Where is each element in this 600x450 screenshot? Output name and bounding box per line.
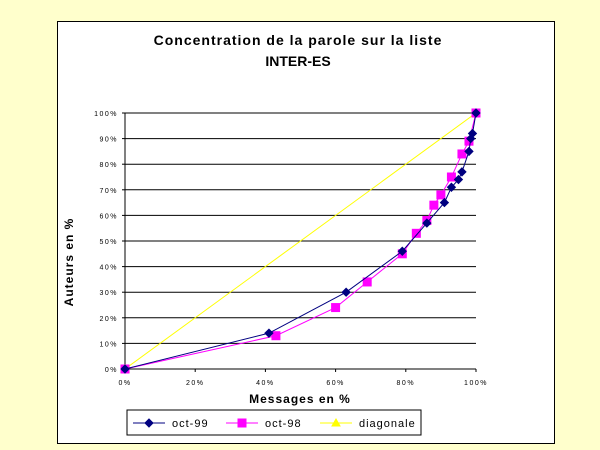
data-point-oct-98 (362, 277, 372, 287)
legend: oct-99 oct-98 diagonale (126, 409, 422, 436)
data-point-oct-99 (341, 287, 351, 297)
data-point-oct-99 (467, 128, 478, 139)
y-tick-label: 90% (99, 137, 118, 144)
data-point-oct-99 (457, 167, 467, 177)
data-point-oct-98 (446, 172, 456, 182)
x-tick-label: 20% (186, 380, 205, 387)
data-point-oct-99 (446, 182, 457, 192)
legend-label-oct-98: oct-98 (265, 418, 302, 430)
chart-area: Concentration de la parole sur la liste … (57, 21, 555, 444)
data-point-oct-99 (120, 364, 130, 374)
data-point-oct-99 (471, 108, 481, 118)
data-point-oct-98 (271, 331, 281, 341)
chart-subtitle: INTER-ES (265, 53, 330, 69)
data-point-oct-98 (457, 149, 467, 159)
x-tick-label: 60% (326, 380, 345, 387)
x-tick-label: 0% (118, 380, 131, 387)
data-point-oct-98 (411, 228, 421, 238)
y-axis-label: Auteurs en % (62, 218, 76, 307)
x-axis-label: Messages en % (249, 392, 351, 406)
y-tick-label: 30% (99, 290, 118, 297)
y-tick-label: 10% (99, 341, 118, 348)
chart-svg: Concentration de la parole sur la liste … (62, 32, 488, 436)
data-point-oct-99 (439, 197, 450, 208)
y-tick-label: 50% (99, 239, 118, 246)
y-tick-label: 20% (99, 316, 118, 323)
y-tick-labels: 0% 10% 20% 30% 40% 50% 60% 70% 80% 90% 100% (94, 111, 118, 374)
data-point-oct-98 (436, 190, 446, 200)
legend-label-oct-99: oct-99 (172, 418, 209, 430)
y-tick-label: 60% (99, 213, 118, 220)
x-tick-label: 40% (256, 380, 275, 387)
data-point-oct-99 (264, 328, 274, 338)
grid-lines (122, 112, 477, 372)
y-tick-label: 0% (105, 367, 118, 374)
legend-marker-oct-99 (144, 418, 154, 428)
data-point-oct-99 (397, 246, 407, 256)
series-line-diagonale (124, 112, 477, 370)
legend-label-diagonale: diagonale (359, 418, 416, 430)
data-point-oct-99 (422, 218, 432, 228)
series-lines (120, 108, 481, 374)
chart-title: Concentration de la parole sur la liste (154, 32, 443, 48)
y-tick-label: 80% (99, 162, 118, 169)
legend-marker-oct-98 (237, 418, 247, 428)
x-tick-label: 100% (464, 380, 488, 387)
data-point-oct-99 (464, 146, 474, 157)
data-point-oct-98 (429, 200, 439, 210)
data-point-oct-98 (331, 303, 341, 313)
data-point-oct-99 (453, 174, 464, 185)
x-tick-label: 80% (397, 380, 416, 387)
legend-box (126, 409, 422, 436)
y-tick-label: 70% (99, 188, 118, 195)
legend-marker-diagonale (331, 417, 341, 427)
y-tick-label: 40% (99, 265, 118, 272)
x-tick-labels: 0% 20% 40% 60% 80% 100% (118, 380, 488, 387)
y-tick-label: 100% (94, 111, 118, 118)
